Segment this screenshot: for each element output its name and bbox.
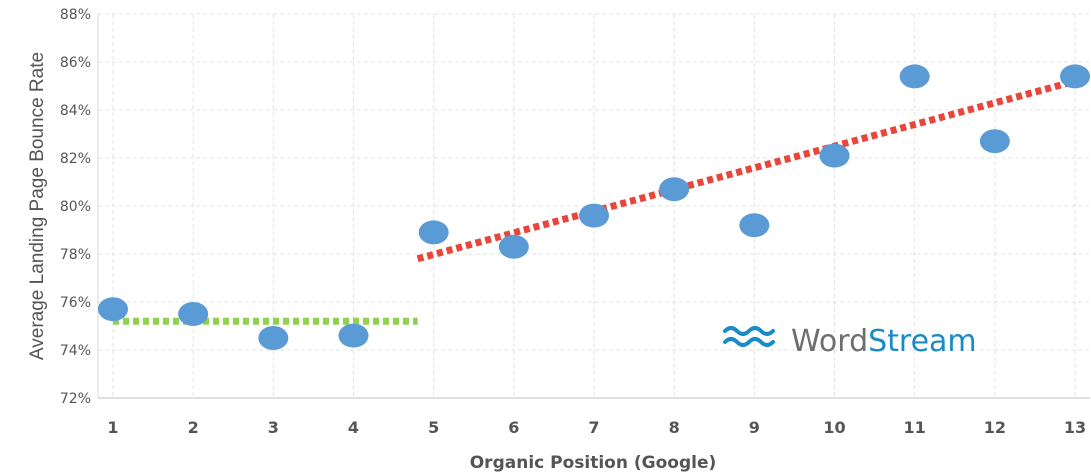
svg-text:WordStream: WordStream <box>791 324 977 359</box>
x-tick-label: 7 <box>588 418 599 437</box>
y-tick-label: 82% <box>60 151 91 167</box>
data-point <box>899 64 930 89</box>
x-tick-label: 9 <box>749 418 760 437</box>
x-tick-label: 11 <box>904 418 926 437</box>
x-tick-label: 1 <box>107 418 118 437</box>
x-tick-label: 3 <box>268 418 279 437</box>
wordstream-logo: WordStream <box>723 324 977 359</box>
x-axis-label: Organic Position (Google) <box>470 453 717 473</box>
wave-icon <box>723 326 775 347</box>
data-point <box>98 297 128 322</box>
x-tick-label: 6 <box>508 418 519 437</box>
x-tick-label: 2 <box>188 418 199 437</box>
y-tick-label: 76% <box>60 295 91 311</box>
y-tick-labels: 72% 74% 76% 78% 80% 82% 84% 86% 88% <box>60 7 91 407</box>
data-points <box>98 64 1090 350</box>
y-tick-label: 86% <box>60 55 91 71</box>
data-point <box>418 220 449 245</box>
y-axis-label: Average Landing Page Bounce Rate <box>27 52 48 360</box>
data-point <box>1060 64 1090 89</box>
x-tick-labels: 1 2 3 4 5 6 7 8 9 10 11 12 13 <box>107 418 1086 437</box>
x-tick-label: 12 <box>984 418 1006 437</box>
data-point <box>739 213 770 238</box>
data-point <box>498 234 529 259</box>
y-tick-label: 84% <box>60 103 91 119</box>
data-point <box>819 143 850 168</box>
data-point <box>258 326 289 350</box>
axes <box>97 14 1090 399</box>
data-point <box>579 203 609 228</box>
y-tick-label: 80% <box>60 199 91 215</box>
x-tick-label: 5 <box>428 418 439 437</box>
logo-stream-part: Stream <box>868 324 977 359</box>
data-point <box>659 177 690 202</box>
x-tick-label: 13 <box>1064 418 1086 437</box>
x-tick-label: 4 <box>348 418 359 437</box>
x-tick-label: 8 <box>669 418 680 437</box>
data-point <box>979 129 1010 154</box>
grid-lines <box>98 13 1090 398</box>
x-tick-label: 10 <box>823 418 845 437</box>
trendlines <box>113 77 1076 325</box>
y-tick-label: 74% <box>60 343 91 359</box>
y-tick-label: 88% <box>60 7 91 23</box>
data-point <box>338 323 369 348</box>
y-tick-label: 72% <box>60 391 91 407</box>
logo-word-part: Word <box>791 324 868 359</box>
trendline <box>416 77 1076 263</box>
data-point <box>178 302 209 326</box>
y-tick-label: 78% <box>60 247 91 263</box>
